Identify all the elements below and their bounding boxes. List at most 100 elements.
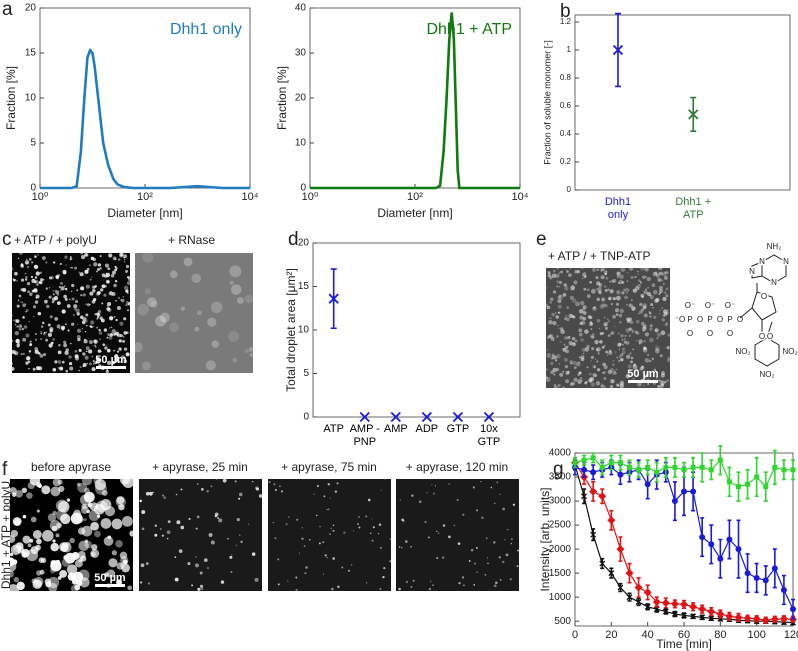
droplet: [34, 349, 39, 354]
droplet: [493, 584, 497, 588]
droplet: [123, 347, 128, 351]
droplet: [626, 319, 631, 323]
droplet: [229, 265, 242, 278]
droplet: [603, 316, 606, 319]
droplet: [620, 353, 624, 357]
marker: [617, 460, 623, 466]
droplet: [145, 562, 149, 565]
droplet: [643, 346, 647, 350]
droplet: [155, 315, 167, 327]
droplet: [126, 292, 129, 295]
droplet: [660, 267, 663, 270]
droplet: [607, 318, 609, 321]
droplet: [78, 348, 82, 353]
droplet: [323, 495, 326, 498]
droplet: [382, 576, 385, 579]
droplet: [401, 547, 403, 549]
marker: [644, 481, 651, 488]
droplet: [615, 372, 618, 375]
droplet: [664, 324, 667, 326]
droplet: [608, 349, 612, 353]
droplet: [81, 327, 83, 330]
droplet: [113, 283, 117, 288]
droplet: [557, 311, 560, 314]
droplet: [206, 566, 210, 570]
droplet: [558, 272, 561, 275]
droplet: [570, 285, 576, 291]
marker: [572, 460, 578, 466]
droplet: [7, 584, 20, 596]
droplet: [12, 559, 18, 565]
droplet: [20, 300, 23, 303]
atom: NO₂: [782, 347, 797, 356]
droplet: [85, 303, 87, 306]
x-tick-label: 10⁰: [302, 191, 319, 203]
droplet: [545, 376, 548, 379]
droplet: [594, 358, 597, 361]
droplet: [638, 342, 641, 345]
droplet: [612, 314, 617, 319]
droplet: [405, 580, 409, 584]
droplet: [55, 275, 59, 279]
droplet: [80, 315, 84, 319]
droplet: [86, 363, 88, 365]
droplet: [274, 488, 277, 491]
droplet: [602, 371, 605, 374]
droplet: [578, 328, 583, 333]
droplet: [278, 485, 281, 488]
droplet: [159, 528, 162, 530]
droplet: [85, 319, 88, 323]
droplet: [331, 587, 334, 591]
droplet: [380, 489, 382, 491]
droplet: [76, 289, 79, 292]
marker: [670, 599, 679, 608]
droplet: [146, 297, 157, 308]
droplet: [318, 542, 321, 545]
droplet: [236, 518, 240, 522]
droplet: [635, 319, 640, 324]
droplet: [51, 300, 55, 304]
droplet: [304, 571, 307, 575]
droplet: [665, 270, 669, 275]
droplet: [367, 498, 371, 502]
atom: NO₂: [735, 347, 750, 356]
droplet: [126, 353, 129, 356]
droplet: [646, 277, 651, 282]
droplet: [118, 347, 122, 351]
droplet: [554, 337, 556, 339]
droplet: [625, 303, 629, 306]
droplet: [26, 281, 31, 286]
droplet: [618, 359, 621, 363]
droplet: [29, 292, 33, 296]
droplet: [667, 359, 671, 363]
droplet: [44, 299, 48, 304]
droplet: [210, 485, 213, 488]
droplet: [28, 350, 32, 353]
marker: [762, 577, 769, 584]
y-tick-label: 4000: [549, 448, 572, 459]
droplet: [564, 336, 568, 340]
droplet: [603, 322, 608, 327]
droplet: [666, 324, 669, 327]
micrograph: [268, 478, 392, 591]
category-label: ATP: [323, 423, 344, 435]
marker: [763, 484, 769, 490]
droplet: [14, 351, 19, 356]
droplet: [594, 366, 596, 368]
droplet: [118, 339, 122, 343]
droplet: [305, 566, 308, 569]
droplet: [48, 343, 53, 348]
droplet: [35, 294, 40, 299]
droplet: [558, 327, 560, 329]
atom: O: [737, 315, 743, 324]
droplet: [107, 333, 110, 336]
droplet: [568, 340, 573, 346]
droplet: [17, 346, 19, 348]
droplet: [600, 384, 604, 388]
droplet: [37, 311, 42, 316]
droplet: [546, 349, 549, 351]
droplet: [481, 516, 484, 520]
droplet: [230, 284, 242, 295]
droplet: [120, 299, 123, 302]
droplet: [13, 319, 15, 321]
